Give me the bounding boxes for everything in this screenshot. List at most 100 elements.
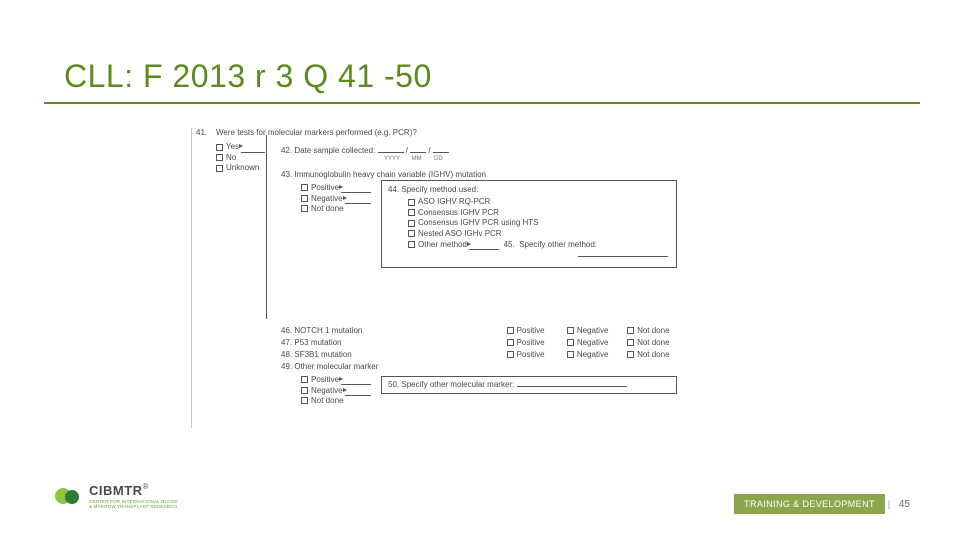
q44-opt: ASO IGHV RQ-PCR <box>408 197 670 207</box>
checkbox-icon[interactable] <box>507 327 514 334</box>
arrow-icon <box>241 141 265 152</box>
checkbox-icon[interactable] <box>301 195 308 202</box>
checkbox-icon[interactable] <box>301 376 308 383</box>
footer-page: 45 <box>893 494 916 514</box>
title-underline <box>44 102 920 104</box>
checkbox-icon[interactable] <box>216 144 223 151</box>
date-yyyy[interactable] <box>378 152 404 153</box>
logo-sub2: & MARROW TRANSPLANT RESEARCH <box>89 505 178 510</box>
q44-opt: Nested ASO IGHv PCR <box>408 229 670 239</box>
fmt-label: YYYY <box>379 156 405 164</box>
checkbox-icon[interactable] <box>567 351 574 358</box>
q45-num: 45. <box>504 240 515 249</box>
opt-label: Negative <box>577 338 609 347</box>
checkbox-icon[interactable] <box>567 339 574 346</box>
page-title: CLL: F 2013 r 3 Q 41 -50 <box>64 58 432 95</box>
fmt-label: MM <box>407 156 427 164</box>
arrow-icon <box>345 385 371 396</box>
q50-box: 50. Specify other molecular marker: <box>381 376 677 394</box>
opt-label: Positive <box>311 375 339 384</box>
opt-label: Consensus IGHV PCR <box>418 208 499 217</box>
cibmtr-logo: CIBMTR® CENTER FOR INTERNATIONAL BLOOD &… <box>55 482 178 510</box>
q44-opt-other: Other method 45. Specify other method: <box>408 239 670 250</box>
checkbox-icon[interactable] <box>216 165 223 172</box>
checkbox-icon[interactable] <box>627 339 634 346</box>
checkbox-icon[interactable] <box>216 154 223 161</box>
q50-text: Specify other molecular marker: <box>401 380 514 389</box>
checkbox-icon[interactable] <box>507 351 514 358</box>
opt-label: Consensus IGHV PCR using HTS <box>418 218 539 227</box>
checkbox-icon[interactable] <box>567 327 574 334</box>
q50-input[interactable] <box>517 386 627 387</box>
opt-label: No <box>226 153 236 162</box>
q49-row: 49. Other molecular marker <box>281 362 378 372</box>
checkbox-icon[interactable] <box>627 351 634 358</box>
footer-bar: TRAINING & DEVELOPMENT | 45 <box>734 494 916 514</box>
q-text: NOTCH 1 mutation <box>294 326 504 336</box>
opt-label: Positive <box>517 338 545 347</box>
q-text: SF3B1 mutation <box>294 350 504 360</box>
opt-label: Negative <box>577 350 609 359</box>
q42-text: Date sample collected: <box>294 146 375 155</box>
q49-opt-pos: Positive <box>301 374 371 385</box>
logo-mark-icon <box>55 486 83 506</box>
opt-label: Not done <box>637 338 669 347</box>
q43-row: 43. Immunoglobulin heavy chain variable … <box>281 170 486 180</box>
opt-label: Nested ASO IGHv PCR <box>418 229 502 238</box>
checkbox-icon[interactable] <box>301 184 308 191</box>
q44-opt: Consensus IGHV PCR using HTS <box>408 218 670 228</box>
checkbox-icon[interactable] <box>627 327 634 334</box>
v-separator <box>191 128 192 428</box>
q45-text: Specify other method: <box>519 240 597 249</box>
date-dd[interactable] <box>433 152 449 153</box>
opt-label: Not done <box>637 326 669 335</box>
opt-label: Negative <box>311 386 343 395</box>
checkbox-icon[interactable] <box>408 230 415 237</box>
opt-label: Other method <box>418 240 467 249</box>
q43-num: 43. <box>281 170 292 179</box>
q44-box: 44. Specify method used: ASO IGHV RQ-PCR… <box>381 180 677 268</box>
status-pos: Positive <box>507 350 565 360</box>
checkbox-icon[interactable] <box>301 387 308 394</box>
checkbox-icon[interactable] <box>408 241 415 248</box>
q-text: Other molecular marker <box>294 362 378 371</box>
q44-num: 44. <box>388 185 399 194</box>
opt-label: Positive <box>517 326 545 335</box>
arrow-icon <box>341 374 371 385</box>
opt-label: Positive <box>517 350 545 359</box>
opt-label: Not done <box>637 350 669 359</box>
date-mm[interactable] <box>410 152 426 153</box>
q42-num: 42. <box>281 146 292 155</box>
q-num: 48. <box>281 350 292 359</box>
opt-label: Positive <box>311 183 339 192</box>
arrow-icon <box>469 239 499 250</box>
opt-label: Unknown <box>226 163 259 172</box>
opt-label: Not done <box>311 204 343 213</box>
checkbox-icon[interactable] <box>408 209 415 216</box>
q43-opt-nd: Not done <box>301 204 343 214</box>
status-neg: Negative <box>567 350 625 360</box>
arrow-icon <box>345 193 371 204</box>
opt-label: Negative <box>311 194 343 203</box>
q49-opt-neg: Negative <box>301 385 371 396</box>
q46-row: 46. NOTCH 1 mutation Positive Negative N… <box>281 326 761 336</box>
status-nd: Not done <box>627 338 685 348</box>
checkbox-icon[interactable] <box>301 397 308 404</box>
checkbox-icon[interactable] <box>408 199 415 206</box>
checkbox-icon[interactable] <box>507 339 514 346</box>
status-nd: Not done <box>627 350 685 360</box>
q-num: 47. <box>281 338 292 347</box>
q50-num: 50. <box>388 380 399 389</box>
opt-label: Not done <box>311 396 343 405</box>
status-pos: Positive <box>507 338 565 348</box>
logo-name: CIBMTR <box>89 483 143 498</box>
q45-input[interactable] <box>578 256 668 257</box>
status-neg: Negative <box>567 326 625 336</box>
q-num: 49. <box>281 362 292 371</box>
footer-label: TRAINING & DEVELOPMENT <box>734 494 885 514</box>
q47-row: 47. P53 mutation Positive Negative Not d… <box>281 338 761 348</box>
q-num: 46. <box>281 326 292 335</box>
q48-row: 48. SF3B1 mutation Positive Negative Not… <box>281 350 761 360</box>
checkbox-icon[interactable] <box>301 205 308 212</box>
checkbox-icon[interactable] <box>408 220 415 227</box>
